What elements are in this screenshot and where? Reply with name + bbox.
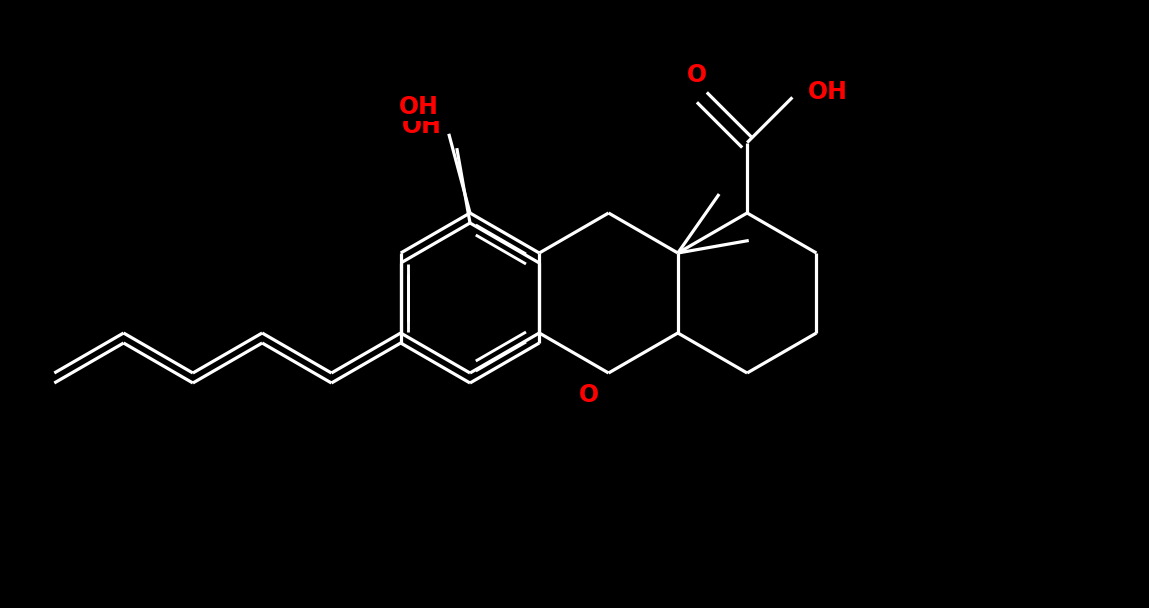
Text: OH: OH: [402, 114, 441, 138]
Text: OH: OH: [808, 80, 847, 105]
Text: O: O: [687, 63, 707, 88]
Text: OH: OH: [399, 95, 439, 119]
Text: O: O: [578, 383, 599, 407]
